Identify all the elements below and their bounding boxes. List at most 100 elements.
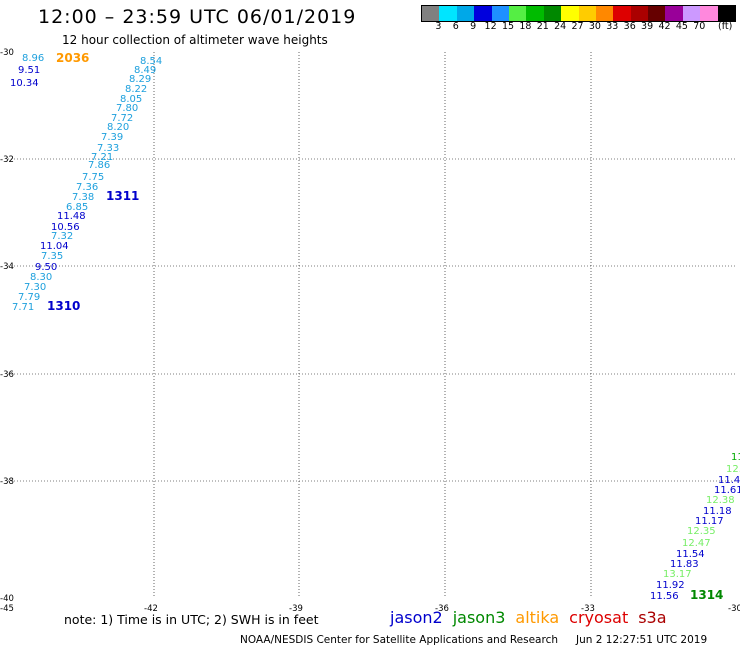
legend-label: 42 bbox=[658, 21, 671, 32]
wave-height-reading: 11.92 bbox=[656, 580, 685, 591]
wave-height-reading: 7.33 bbox=[97, 143, 119, 154]
wave-height-reading: 7.75 bbox=[82, 172, 104, 183]
footer-credit: NOAA/NESDIS Center for Satellite Applica… bbox=[240, 634, 707, 646]
longitude-tick-label: -45 bbox=[0, 604, 14, 614]
wave-height-reading: 11.4 bbox=[718, 475, 740, 486]
legend-swatch bbox=[665, 6, 683, 21]
wave-height-reading: 7.38 bbox=[72, 192, 94, 203]
wave-height-reading: 9.51 bbox=[18, 65, 40, 76]
wave-height-reading: 10.34 bbox=[10, 78, 39, 89]
wave-height-reading: 6.85 bbox=[66, 202, 88, 213]
track-right: 1112.11.411.6112.3811.1811.1712.3512.471… bbox=[650, 452, 740, 602]
wave-height-reading: 12.38 bbox=[706, 495, 735, 506]
wave-height-reading: 7.72 bbox=[111, 113, 133, 124]
legend-swatch bbox=[613, 6, 631, 21]
longitude-tick-label: -39 bbox=[289, 604, 303, 614]
wave-height-reading: 8.96 bbox=[22, 53, 44, 64]
legend-label: 30 bbox=[588, 21, 601, 32]
legend-label: 18 bbox=[519, 21, 532, 32]
generated-timestamp: Jun 2 12:27:51 UTC 2019 bbox=[576, 634, 708, 646]
map-grid bbox=[8, 52, 737, 598]
page-title: 12:00 – 23:59 UTC 06/01/2019 bbox=[38, 6, 357, 28]
legend-tick-labels: 3 6 9 12 15 18 21 24 27 30 33 36 39 42 45 70 (ft) bbox=[421, 21, 740, 35]
wave-height-reading: 11.48 bbox=[57, 211, 86, 222]
legend-swatch bbox=[508, 6, 527, 21]
footer-note: note: 1) Time is in UTC; 2) SWH is in fe… bbox=[64, 612, 319, 627]
wave-height-reading: 8.49 bbox=[134, 65, 156, 76]
wave-height-reading: 12. bbox=[726, 464, 740, 475]
legend-label: 33 bbox=[606, 21, 619, 32]
pass-time-label: 1311 bbox=[106, 189, 139, 203]
legend-swatch bbox=[456, 6, 475, 21]
wave-height-reading: 8.05 bbox=[120, 94, 142, 105]
legend-label: 12 bbox=[484, 21, 497, 32]
wave-height-reading: 8.29 bbox=[129, 74, 151, 85]
wave-height-reading: 8.54 bbox=[140, 56, 162, 67]
legend-label: 3 bbox=[435, 21, 442, 32]
longitude-tick-label: -30 bbox=[728, 604, 740, 614]
legend-swatch bbox=[595, 6, 614, 21]
legend-swatch bbox=[491, 6, 509, 21]
legend-swatch bbox=[543, 6, 562, 21]
wave-height-reading: 7.86 bbox=[88, 160, 110, 171]
latitude-tick-label: -40 bbox=[0, 594, 14, 604]
wave-height-reading: 11.56 bbox=[650, 591, 679, 602]
legend-swatch bbox=[682, 6, 701, 21]
legend-swatch bbox=[630, 6, 649, 21]
wave-height-reading: 8.30 bbox=[30, 272, 52, 283]
wave-height-reading: 7.30 bbox=[24, 282, 46, 293]
legend-swatch bbox=[578, 6, 596, 21]
map-tick-labels: -45 -42 -39 -36 -33 -30 -30 -32 -34 -36 -38 -40 bbox=[0, 48, 740, 614]
wave-height-reading: 7.71 bbox=[12, 302, 34, 313]
legend-swatch bbox=[700, 6, 718, 21]
legend-swatch bbox=[717, 6, 736, 21]
satellite-name-jason2: jason2 bbox=[390, 608, 443, 627]
wave-height-reading: 12.47 bbox=[682, 538, 711, 549]
wave-height-reading: 11.61 bbox=[714, 485, 740, 496]
wave-height-reading: 13.17 bbox=[663, 569, 692, 580]
longitude-tick-label: -36 bbox=[435, 604, 449, 614]
latitude-tick-label: -32 bbox=[0, 155, 14, 165]
pass-time-label: 1314 bbox=[690, 588, 723, 602]
wave-height-reading: 11.04 bbox=[40, 241, 69, 252]
credit-text: NOAA/NESDIS Center for Satellite Applica… bbox=[240, 634, 558, 646]
legend-label: 70 bbox=[693, 21, 706, 32]
wave-height-reading: 11.83 bbox=[670, 559, 699, 570]
latitude-tick-label: -30 bbox=[0, 48, 14, 58]
legend-label: 15 bbox=[501, 21, 515, 32]
page-subtitle: 12 hour collection of altimeter wave hei… bbox=[62, 33, 328, 47]
wave-height-reading: 7.21 bbox=[91, 152, 113, 163]
wave-height-reading: 9.50 bbox=[35, 262, 57, 273]
wave-height-color-legend bbox=[421, 5, 736, 22]
legend-swatch bbox=[648, 6, 666, 21]
wave-height-reading: 7.35 bbox=[41, 251, 63, 262]
legend-swatch bbox=[439, 6, 457, 21]
legend-label: 21 bbox=[536, 21, 549, 32]
latitude-tick-label: -34 bbox=[0, 262, 14, 272]
legend-swatch bbox=[422, 6, 440, 21]
wave-height-reading: 11.54 bbox=[676, 549, 705, 560]
wave-height-reading: 8.20 bbox=[107, 122, 129, 133]
latitude-tick-label: -38 bbox=[0, 477, 14, 487]
wave-height-reading: 7.79 bbox=[18, 292, 40, 303]
wave-height-reading: 7.80 bbox=[116, 103, 138, 114]
wave-height-reading: 7.36 bbox=[76, 182, 98, 193]
legend-label: 39 bbox=[641, 21, 654, 32]
longitude-tick-label: -42 bbox=[144, 604, 158, 614]
satellite-name-s3a: s3a bbox=[638, 608, 667, 627]
legend-label: 36 bbox=[623, 21, 636, 32]
legend-label: 6 bbox=[452, 21, 459, 32]
pass-time-label: 1310 bbox=[47, 299, 80, 313]
satellite-name-altika: altika bbox=[515, 608, 560, 627]
legend-label: 24 bbox=[554, 21, 567, 32]
wave-height-reading: 11.17 bbox=[695, 516, 724, 527]
legend-swatch bbox=[561, 6, 579, 21]
legend-label: 45 bbox=[675, 21, 688, 32]
wave-height-reading: 7.39 bbox=[101, 132, 123, 143]
latitude-tick-label: -36 bbox=[0, 370, 14, 380]
legend-label: 9 bbox=[470, 21, 477, 32]
legend-swatch bbox=[526, 6, 544, 21]
satellite-name-jason3: jason3 bbox=[452, 608, 506, 627]
wave-height-reading: 11.18 bbox=[703, 506, 732, 517]
